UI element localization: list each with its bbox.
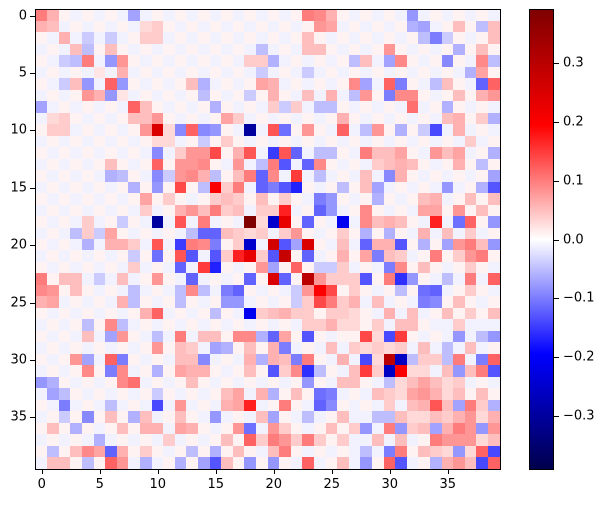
x-tick-label: 20 <box>265 477 283 492</box>
x-tick-mark <box>331 469 333 474</box>
x-tick-mark <box>273 469 275 474</box>
colorbar-tick-mark <box>554 62 559 64</box>
colorbar-canvas <box>530 10 553 469</box>
plot-area <box>35 9 501 470</box>
colorbar-tick-mark <box>554 239 559 241</box>
y-tick-mark <box>30 187 35 189</box>
x-tick-label: 25 <box>323 477 341 492</box>
x-tick-mark <box>389 469 391 474</box>
colorbar-tick-mark <box>554 357 559 359</box>
colorbar-tick-label: 0.2 <box>563 114 584 130</box>
x-tick-mark <box>447 469 449 474</box>
colorbar-tick-mark <box>554 180 559 182</box>
y-tick-mark <box>30 302 35 304</box>
colorbar <box>529 9 554 470</box>
x-tick-label: 5 <box>95 477 104 492</box>
x-tick-mark <box>99 469 101 474</box>
colorbar-tick-label: −0.3 <box>563 408 595 424</box>
colorbar-tick-mark <box>554 121 559 123</box>
y-tick-mark <box>30 15 35 17</box>
colorbar-tick-label: −0.1 <box>563 290 595 306</box>
y-tick-label: 20 <box>10 237 27 253</box>
x-tick-label: 30 <box>381 477 399 492</box>
x-tick-label: 10 <box>149 477 167 492</box>
x-tick-mark <box>215 469 217 474</box>
colorbar-tick-label: 0.3 <box>563 55 584 71</box>
heatmap-canvas <box>36 10 500 469</box>
y-tick-label: 30 <box>10 352 27 368</box>
x-tick-label: 35 <box>439 477 457 492</box>
y-tick-label: 25 <box>10 295 27 311</box>
y-tick-label: 35 <box>10 409 27 425</box>
colorbar-tick-mark <box>554 416 559 418</box>
y-tick-mark <box>30 417 35 419</box>
colorbar-tick-label: 0.0 <box>563 232 584 247</box>
colorbar-tick-label: 0.1 <box>563 173 584 189</box>
y-tick-label: 5 <box>18 65 27 81</box>
y-tick-mark <box>30 359 35 361</box>
y-tick-label: 15 <box>10 180 27 196</box>
x-tick-label: 15 <box>207 477 225 492</box>
y-tick-mark <box>30 245 35 247</box>
y-tick-mark <box>30 73 35 75</box>
colorbar-tick-label: −0.2 <box>563 349 595 365</box>
y-tick-label: 10 <box>10 122 27 138</box>
y-tick-label: 0 <box>18 8 27 24</box>
x-tick-mark <box>157 469 159 474</box>
y-tick-mark <box>30 130 35 132</box>
x-tick-mark <box>41 469 43 474</box>
x-tick-label: 0 <box>37 477 46 492</box>
colorbar-tick-mark <box>554 298 559 300</box>
